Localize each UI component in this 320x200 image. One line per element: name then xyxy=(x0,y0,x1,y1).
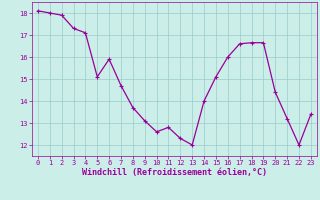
X-axis label: Windchill (Refroidissement éolien,°C): Windchill (Refroidissement éolien,°C) xyxy=(82,168,267,177)
